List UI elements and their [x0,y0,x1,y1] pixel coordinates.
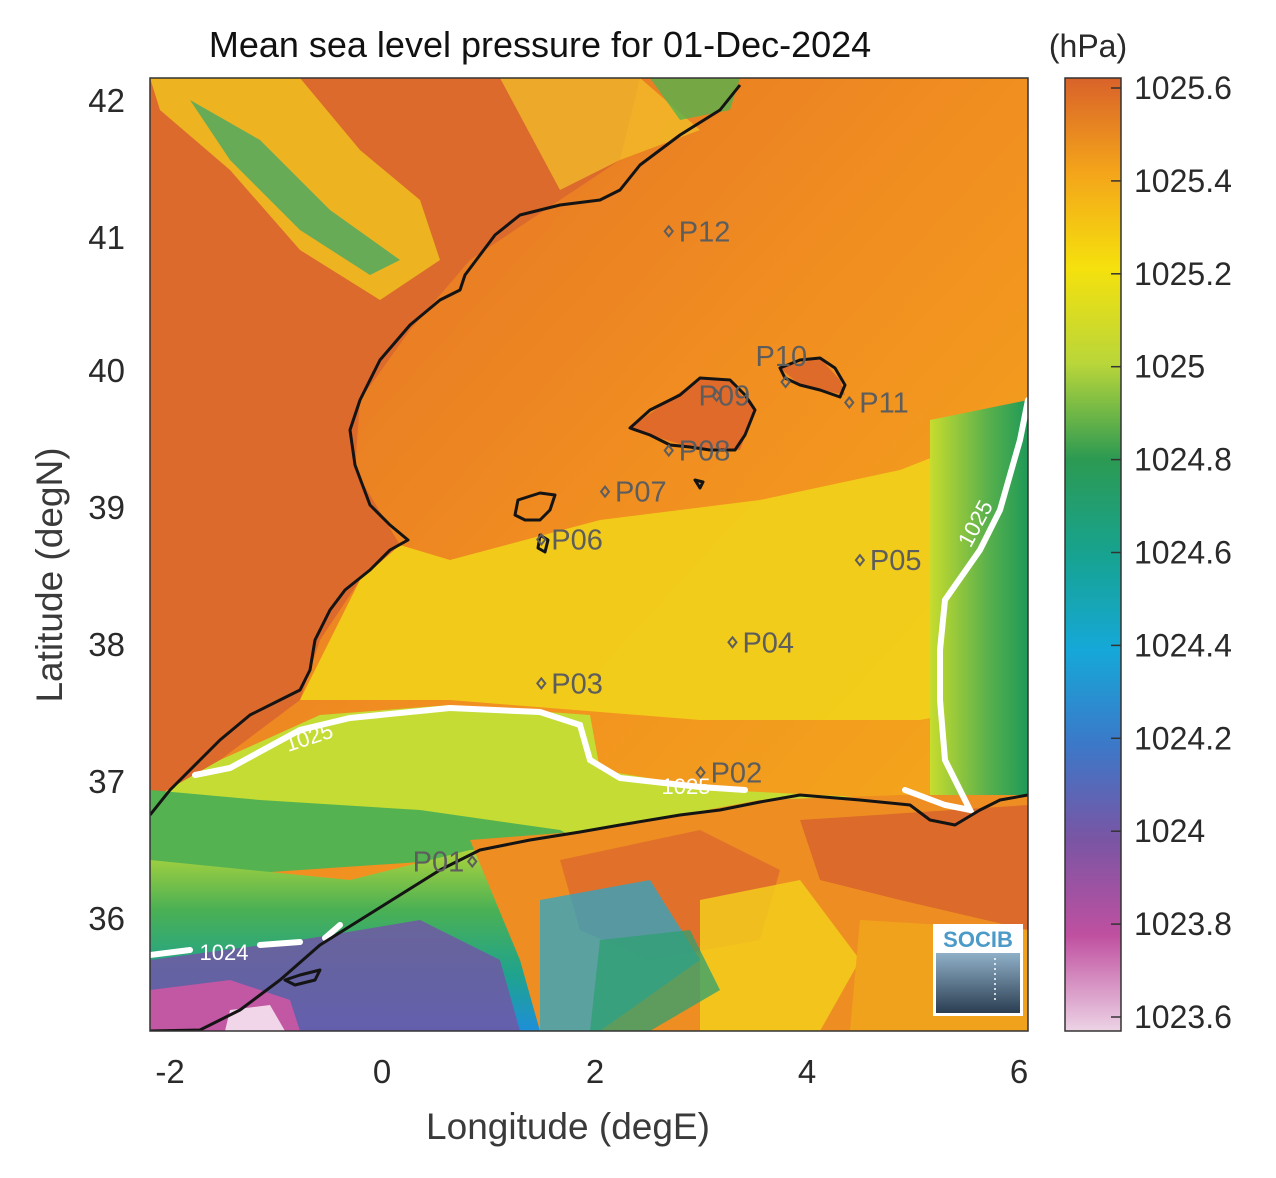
station-label: P02 [711,757,763,789]
contour-label: 1025 [662,774,711,799]
station-label: P03 [551,668,603,700]
y-tick-label: 41 [88,219,125,256]
station-marker [663,443,675,458]
contour-1025 [192,397,1028,815]
station-marker [854,553,866,567]
station-label: P09 [699,381,751,413]
station-marker [727,635,738,649]
logo-text: SOCIB [943,927,1013,952]
colorbar-tick-label: 1024.8 [1134,442,1232,478]
station-label: P05 [870,545,922,577]
map-frame [149,77,1029,1032]
x-ticks: -2 0 2 4 6 [155,1053,1028,1090]
x-tick-label: 0 [373,1053,391,1090]
station-marker [599,484,611,499]
pressure-field [150,78,1028,1031]
x-tick-label: 6 [1010,1053,1028,1090]
colorbar-tick-label: 1023.6 [1134,999,1232,1035]
station-marker [711,389,722,403]
x-tick-label: 4 [798,1053,816,1090]
colorbar-ticks: 1025.6 1025.4 1025.2 1025 1024.8 1024.6 1024.4… [1111,70,1232,1035]
colorbar-tick-label: 1023.8 [1134,906,1232,942]
colorbar-tick-label: 1025 [1134,349,1205,385]
y-tick-label: 42 [88,82,125,119]
x-tick-label: 2 [586,1053,604,1090]
y-tick-label: 36 [88,900,125,937]
station-label: P06 [551,525,603,557]
station-label: P01 [413,847,465,879]
station-marker [536,676,547,691]
socib-logo: SOCIB [933,924,1023,1016]
station-marker [780,375,791,389]
plot-title: Mean sea level pressure for 01-Dec-2024 [209,24,871,65]
station-marker [695,765,706,780]
station-marker [536,532,547,547]
x-axis-label: Longitude (degE) [426,1106,710,1147]
colorbar-scale [1064,77,1122,1032]
y-ticks: 36 37 38 39 40 41 42 [88,82,125,937]
contour-1024 [150,922,343,958]
station-label: P08 [679,436,731,468]
station-marker [663,224,675,238]
colorbar-tick-label: 1025.4 [1134,163,1232,199]
contour-label: 1024 [200,940,249,965]
x-tick-label: -2 [155,1053,184,1090]
station-label: P10 [756,341,808,373]
station-label: P11 [859,388,908,420]
station-marker [466,854,478,869]
colorbar-tick-label: 1025.2 [1134,256,1232,292]
station-label: P07 [615,477,667,509]
y-tick-label: 37 [88,763,125,800]
colorbar-tick-label: 1024 [1134,813,1205,849]
colorbar-tick-label: 1024.4 [1134,627,1232,663]
y-tick-label: 39 [88,489,125,526]
colorbar: (hPa) 1025.6 1025.4 1025.2 1025 1024.8 1024.6… [1049,28,1232,1035]
station-label: P04 [742,627,794,659]
coastline [150,84,1028,1031]
y-axis-label: Latitude (degN) [29,447,70,702]
station-label: P12 [679,216,731,248]
station-marker [843,395,855,410]
y-tick-label: 38 [88,626,125,663]
colorbar-tick-label: 1025.6 [1134,70,1232,106]
colorbar-unit: (hPa) [1049,28,1127,64]
y-tick-label: 40 [88,352,125,389]
colorbar-tick-label: 1024.6 [1134,535,1232,571]
colorbar-tick-label: 1024.2 [1134,720,1232,756]
